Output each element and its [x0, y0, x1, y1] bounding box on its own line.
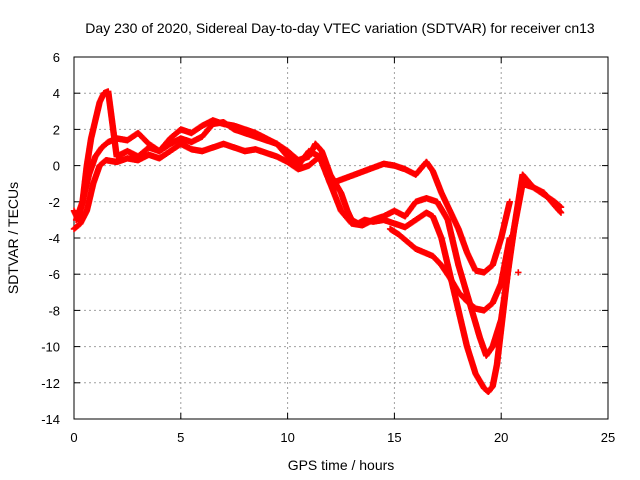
y-tick-label: -10 [41, 340, 60, 355]
y-axis-label: SDTVAR / TECUs [5, 182, 21, 294]
x-tick-label: 0 [70, 430, 77, 445]
x-tick-label: 5 [177, 430, 184, 445]
x-axis-ticks: 0 5 10 15 20 25 [70, 57, 615, 445]
data-point [515, 269, 522, 276]
chart-grid [74, 57, 608, 419]
x-tick-label: 25 [601, 430, 615, 445]
y-tick-label: -14 [41, 412, 60, 427]
y-tick-label: -2 [48, 195, 60, 210]
data-point [506, 234, 513, 242]
chart-title: Day 230 of 2020, Sidereal Day-to-day VTE… [85, 20, 595, 36]
y-tick-label: -12 [41, 376, 60, 391]
x-tick-label: 20 [494, 430, 508, 445]
y-tick-label: 0 [53, 159, 60, 174]
x-tick-label: 10 [280, 430, 294, 445]
data-marks [70, 88, 565, 396]
y-tick-label: 2 [53, 122, 60, 137]
y-tick-label: 4 [53, 86, 60, 101]
y-tick-label: -8 [48, 303, 60, 318]
data-point [506, 198, 513, 205]
y-tick-label: -4 [48, 231, 60, 246]
y-tick-label: -6 [48, 267, 60, 282]
data-point [557, 209, 565, 216]
plot-frame [73, 56, 609, 420]
x-axis-label: GPS time / hours [288, 457, 395, 473]
x-tick-label: 15 [387, 430, 401, 445]
y-tick-label: 6 [53, 50, 60, 65]
data-point [557, 204, 565, 211]
